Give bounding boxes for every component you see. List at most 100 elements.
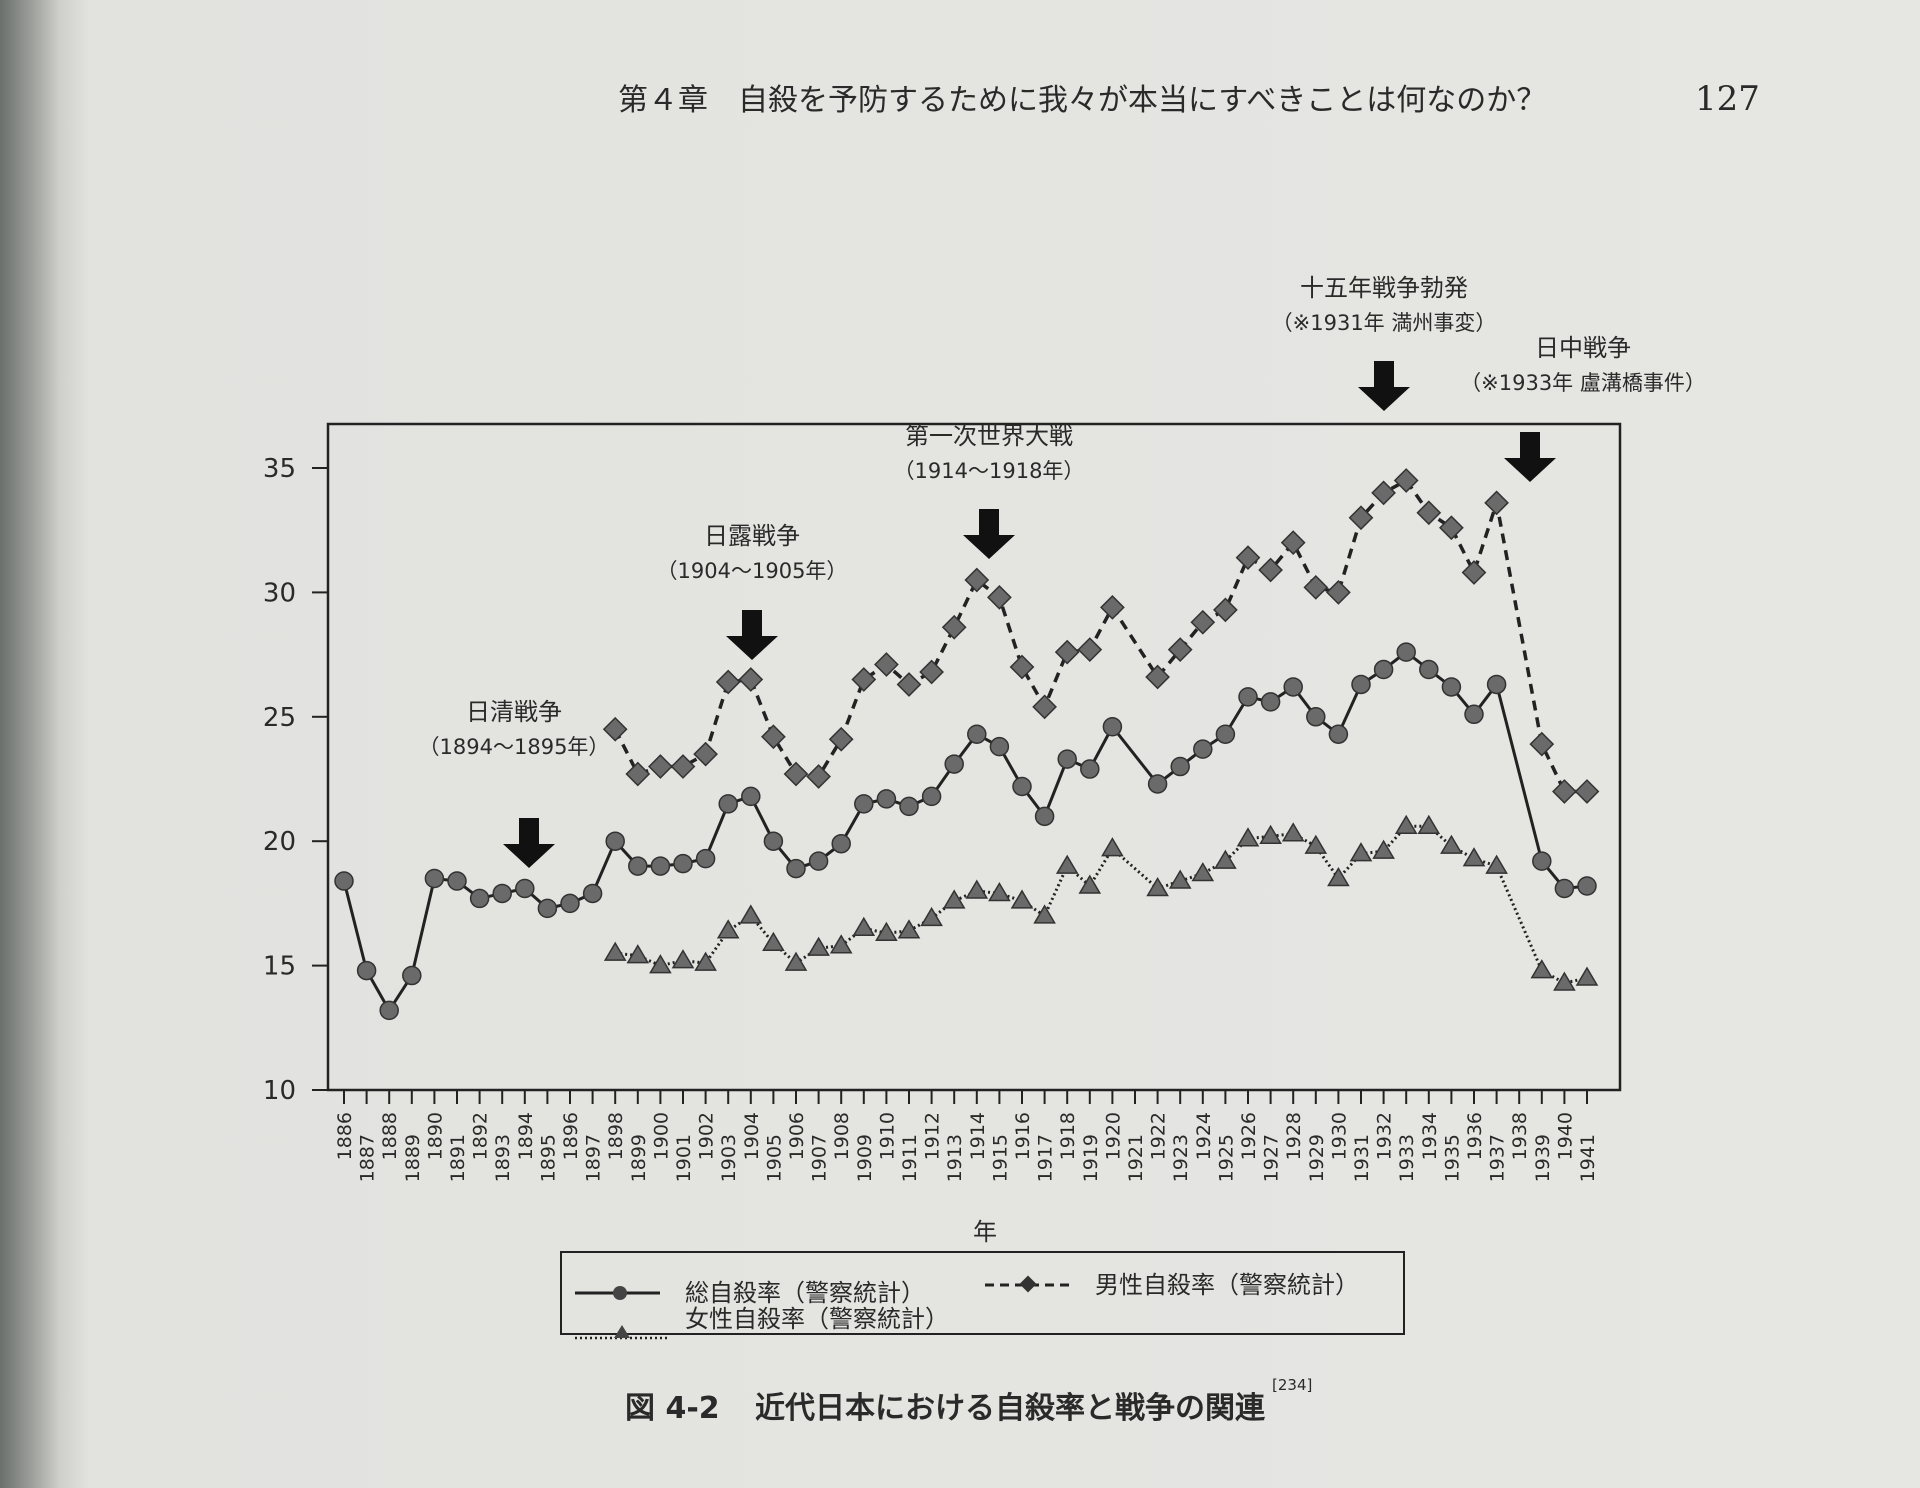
x-tick-label: 1892 (470, 1112, 492, 1160)
x-tick-label: 1931 (1351, 1134, 1373, 1182)
total-rate-point (741, 786, 761, 807)
female-rate-point (1575, 966, 1599, 986)
male-rate-point (1484, 490, 1509, 516)
female-rate-point (829, 934, 853, 954)
male-rate-point (1100, 594, 1125, 620)
total-rate-point (967, 724, 987, 744)
x-tick-label: 1932 (1374, 1112, 1396, 1160)
total-rate-point (650, 856, 671, 876)
total-rate-point (1351, 674, 1371, 695)
female-rate-point (1485, 854, 1508, 874)
annotation-period: （※1933年 盧溝橋事件） (1460, 371, 1706, 395)
total-rate-point (1215, 724, 1236, 744)
x-tick-label: 1938 (1509, 1112, 1531, 1160)
total-rate-point (1532, 851, 1552, 871)
x-tick-label: 1896 (560, 1112, 582, 1160)
total-rate-point (1057, 749, 1077, 769)
total-rate-point (1102, 717, 1123, 737)
legend-box (560, 1251, 1405, 1335)
male-rate-point (1371, 480, 1396, 506)
male-rate-point (783, 761, 809, 787)
down-arrow-icon (963, 509, 1015, 559)
male-rate-point (1167, 637, 1193, 662)
x-tick-label: 1910 (876, 1112, 898, 1160)
x-tick-label: 1897 (583, 1134, 605, 1182)
x-tick-label: 1921 (1125, 1134, 1147, 1182)
x-tick-label: 1894 (515, 1112, 537, 1160)
total-rate-point (831, 833, 851, 854)
male-rate-point (806, 764, 831, 789)
male-rate-point (1054, 639, 1080, 665)
x-axis: 1886 1887 1888 1889 1890 1891 1892 1893 1894 1895… (334, 1090, 1599, 1182)
total-rate-point (424, 868, 445, 889)
x-tick-label: 1903 (718, 1134, 740, 1182)
female-rate-point (1168, 869, 1192, 889)
total-rate-point (899, 796, 919, 817)
figure-number: 図 4-2 (625, 1391, 720, 1426)
total-rate-point (582, 883, 603, 904)
male-rate-point (851, 667, 877, 692)
female-rate-point (1530, 959, 1554, 979)
x-tick-label: 1920 (1102, 1112, 1124, 1160)
legend-female-label: 女性自殺率（警察統計） (685, 1305, 949, 1333)
legend-male-label: 男性自殺率（警察統計） (1095, 1271, 1359, 1299)
female-rate-point (1394, 814, 1418, 835)
male-rate-point (1574, 779, 1600, 804)
female-rate-point (603, 941, 627, 961)
female-rate-point (1146, 876, 1169, 897)
annotation-period: （1904〜1905年） (657, 559, 848, 583)
female-rate-point (739, 904, 763, 924)
male-rate-point (625, 761, 651, 787)
total-rate-point (1080, 759, 1100, 779)
female-rate-point (1327, 867, 1350, 887)
male-rate-point (1235, 545, 1261, 570)
male-rate-point (648, 754, 673, 779)
total-rate-point (1328, 724, 1349, 744)
female-rate-point (1304, 834, 1328, 854)
x-tick-label: 1927 (1261, 1134, 1283, 1182)
female-rate-point (784, 951, 808, 971)
total-rate-point (944, 754, 964, 774)
total-rate-point (1464, 704, 1484, 725)
down-arrow-icon (503, 818, 555, 868)
x-tick-label: 1904 (741, 1112, 763, 1160)
total-rate-point (854, 794, 874, 814)
total-rate-point (537, 898, 558, 919)
x-tick-label: 1936 (1464, 1112, 1486, 1160)
female-rate-point (1553, 971, 1576, 991)
total-rate-point (1283, 677, 1303, 697)
male-rate-point (1032, 694, 1057, 720)
x-axis-label: 年 (973, 1218, 997, 1246)
male-rate-point (987, 585, 1012, 610)
male-rate-point (1303, 575, 1329, 600)
total-rate-point (1306, 707, 1326, 727)
x-tick-label: 1922 (1148, 1112, 1170, 1160)
x-tick-label: 1940 (1554, 1112, 1576, 1160)
male-rate-point (1416, 500, 1442, 526)
down-arrow-icon (726, 610, 778, 660)
female-rate-point (694, 951, 717, 971)
legend-diamond-marker (1019, 1275, 1037, 1293)
total-rate-point (605, 831, 625, 851)
female-rate-point (762, 931, 785, 951)
x-tick-label: 1914 (967, 1112, 989, 1160)
female-rate-point (626, 944, 650, 964)
x-tick-label: 1941 (1577, 1134, 1599, 1182)
annotation-period: （1914〜1918年） (894, 459, 1085, 483)
page-number: 127 (1695, 79, 1760, 119)
x-tick-label: 1917 (1035, 1134, 1057, 1182)
total-rate-point (334, 871, 354, 891)
x-tick-label: 1889 (402, 1134, 424, 1182)
y-tick-label: 15 (263, 952, 296, 982)
x-tick-label: 1912 (922, 1112, 944, 1160)
plot-area (326, 422, 1622, 1092)
x-tick-label: 1888 (379, 1112, 401, 1160)
x-tick-label: 1925 (1215, 1134, 1237, 1182)
female-rate-point (852, 916, 876, 937)
x-tick-label: 1901 (673, 1134, 695, 1182)
male-rate-point (1552, 779, 1577, 804)
x-tick-label: 1895 (537, 1134, 559, 1182)
x-tick-label: 1915 (989, 1134, 1011, 1182)
total-rate-point (1486, 674, 1507, 695)
total-rate-point (763, 831, 784, 851)
